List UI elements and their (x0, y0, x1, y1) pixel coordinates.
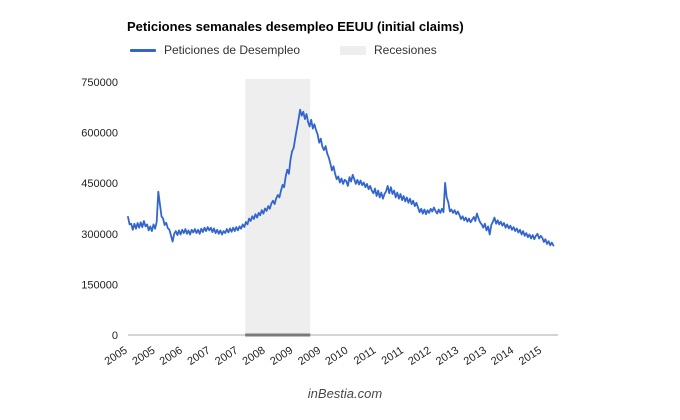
x-tick-label: 2015 (517, 344, 544, 367)
y-tick-label: 150000 (81, 279, 118, 291)
x-tick-label: 2009 (296, 344, 323, 367)
y-tick-label: 450000 (81, 178, 118, 190)
recession-swatch-icon (340, 45, 366, 55)
legend-item-recessions: Recesiones (340, 43, 437, 57)
watermark: inBestia.com (307, 386, 383, 401)
recession-band (245, 79, 311, 335)
y-tick-label: 750000 (81, 77, 118, 89)
x-tick-label: 2009 (268, 344, 295, 367)
x-tick-label: 2005 (103, 344, 130, 367)
y-tick-label: 600000 (81, 128, 118, 140)
x-tick-label: 2007 (185, 344, 212, 367)
x-tick-label: 2011 (352, 344, 378, 367)
x-tick-label: 2012 (406, 344, 433, 367)
y-tick-label: 0 (112, 330, 118, 342)
x-tick-label: 2007 (213, 344, 240, 367)
x-tick-label: 2013 (462, 344, 489, 367)
x-tick-label: 2010 (323, 344, 350, 367)
x-tick-label: 2008 (240, 344, 267, 367)
chart-title: Peticiones semanales desempleo EEUU (ini… (127, 19, 464, 34)
x-tick-label: 2006 (158, 344, 185, 367)
legend-item-claims: Peticiones de Desempleo (130, 43, 300, 57)
x-tick-label: 2014 (489, 344, 516, 367)
legend-label-claims: Peticiones de Desempleo (164, 43, 301, 57)
x-tick-label: 2013 (434, 344, 461, 367)
x-tick-label: 2005 (130, 344, 157, 367)
claims-line (127, 108, 555, 247)
y-tick-label: 300000 (81, 229, 118, 241)
x-tick-label: 2011 (380, 344, 406, 367)
line-swatch-icon (130, 48, 156, 52)
legend-label-recessions: Recesiones (374, 43, 437, 57)
